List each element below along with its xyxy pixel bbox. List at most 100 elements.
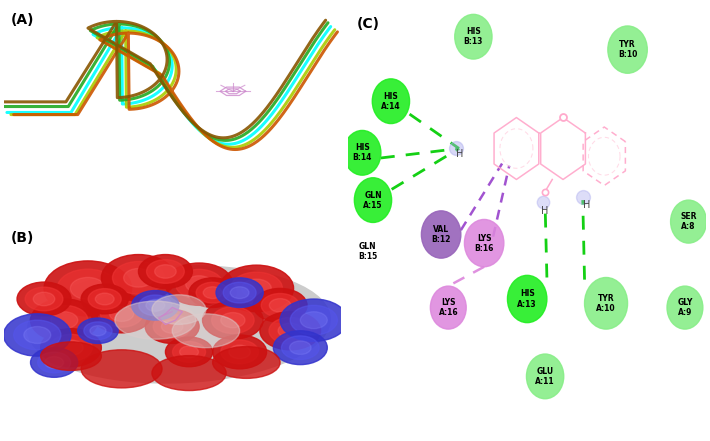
Text: H: H <box>542 206 549 216</box>
Text: VAL
B:12: VAL B:12 <box>432 225 451 244</box>
Text: (A): (A) <box>10 13 34 27</box>
Circle shape <box>667 286 703 329</box>
Circle shape <box>508 275 547 323</box>
Ellipse shape <box>230 287 249 299</box>
Ellipse shape <box>186 276 213 293</box>
Ellipse shape <box>17 282 71 316</box>
Ellipse shape <box>146 260 185 283</box>
Ellipse shape <box>13 320 61 350</box>
Ellipse shape <box>31 299 98 341</box>
Text: HIS
A:14: HIS A:14 <box>381 92 400 111</box>
Text: GLY
A:9: GLY A:9 <box>677 298 693 317</box>
Circle shape <box>464 220 504 267</box>
Text: GLU
A:11: GLU A:11 <box>535 367 555 386</box>
Text: HIS
A:13: HIS A:13 <box>518 289 537 309</box>
Ellipse shape <box>189 278 236 307</box>
Ellipse shape <box>196 282 229 303</box>
Ellipse shape <box>203 287 222 299</box>
Text: HIS
B:13: HIS B:13 <box>464 27 483 46</box>
Ellipse shape <box>59 340 83 355</box>
Ellipse shape <box>109 306 133 321</box>
Circle shape <box>354 178 392 222</box>
Circle shape <box>526 354 564 399</box>
Ellipse shape <box>153 315 191 338</box>
Ellipse shape <box>77 318 118 344</box>
Ellipse shape <box>58 269 119 308</box>
Ellipse shape <box>212 307 254 333</box>
Text: GLN
A:15: GLN A:15 <box>364 191 383 209</box>
Circle shape <box>430 286 466 329</box>
Ellipse shape <box>202 301 263 339</box>
Text: TYR
A:10: TYR A:10 <box>596 294 616 313</box>
Ellipse shape <box>269 318 312 344</box>
Ellipse shape <box>95 293 114 305</box>
Ellipse shape <box>124 269 153 287</box>
Ellipse shape <box>173 314 240 348</box>
Ellipse shape <box>290 305 337 335</box>
Text: H: H <box>583 200 590 210</box>
Ellipse shape <box>269 299 291 312</box>
Ellipse shape <box>221 313 245 328</box>
Ellipse shape <box>102 254 175 301</box>
Ellipse shape <box>241 279 271 298</box>
Ellipse shape <box>81 284 129 314</box>
Text: LYS
A:16: LYS A:16 <box>439 298 458 317</box>
Ellipse shape <box>219 265 294 312</box>
Ellipse shape <box>44 261 132 316</box>
Ellipse shape <box>221 340 258 364</box>
Ellipse shape <box>112 262 165 294</box>
Text: TYR
B:10: TYR B:10 <box>618 40 638 59</box>
Text: LYS
B:16: LYS B:16 <box>474 234 494 253</box>
Text: (C): (C) <box>357 17 380 31</box>
Circle shape <box>454 15 492 59</box>
Ellipse shape <box>155 265 176 278</box>
Text: HIS
B:14: HIS B:14 <box>353 143 372 162</box>
Ellipse shape <box>70 277 105 299</box>
Ellipse shape <box>51 312 78 329</box>
Ellipse shape <box>91 295 152 333</box>
Ellipse shape <box>23 326 51 344</box>
Text: SER
A:8: SER A:8 <box>680 212 697 231</box>
Ellipse shape <box>165 337 213 367</box>
Ellipse shape <box>173 341 206 363</box>
Ellipse shape <box>146 299 165 311</box>
Ellipse shape <box>213 347 280 378</box>
Ellipse shape <box>152 295 206 325</box>
Circle shape <box>372 79 410 123</box>
Ellipse shape <box>290 341 311 355</box>
Ellipse shape <box>132 291 179 320</box>
Ellipse shape <box>28 266 330 383</box>
Ellipse shape <box>180 346 199 358</box>
Ellipse shape <box>31 348 78 377</box>
Ellipse shape <box>273 331 327 365</box>
Ellipse shape <box>260 312 321 350</box>
Ellipse shape <box>100 300 143 327</box>
Ellipse shape <box>25 287 63 311</box>
Ellipse shape <box>88 288 121 310</box>
Ellipse shape <box>278 323 302 338</box>
Ellipse shape <box>165 263 233 305</box>
Ellipse shape <box>38 352 71 373</box>
Ellipse shape <box>45 357 64 368</box>
Ellipse shape <box>146 310 200 344</box>
Ellipse shape <box>223 282 256 303</box>
Ellipse shape <box>40 342 102 370</box>
Ellipse shape <box>50 334 92 361</box>
Ellipse shape <box>152 355 226 391</box>
Circle shape <box>584 277 628 329</box>
Ellipse shape <box>81 350 162 388</box>
Text: H: H <box>456 149 463 159</box>
Circle shape <box>671 200 706 243</box>
Ellipse shape <box>300 312 327 329</box>
Ellipse shape <box>280 299 348 341</box>
Ellipse shape <box>175 269 223 299</box>
Ellipse shape <box>216 278 263 307</box>
Ellipse shape <box>213 335 267 369</box>
Circle shape <box>608 26 648 73</box>
Ellipse shape <box>115 301 196 339</box>
Ellipse shape <box>40 305 88 335</box>
Text: GLN
B:15: GLN B:15 <box>359 242 378 261</box>
Ellipse shape <box>253 288 307 322</box>
Ellipse shape <box>231 272 283 305</box>
Circle shape <box>422 211 461 258</box>
